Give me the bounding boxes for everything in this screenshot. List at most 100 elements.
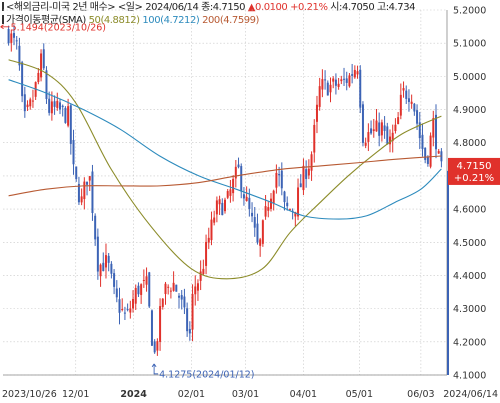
candle-body	[164, 283, 167, 295]
candle-body	[69, 105, 72, 144]
candle-body	[172, 282, 175, 291]
candle-body	[178, 295, 181, 298]
candle-body	[7, 29, 10, 44]
candle-body	[215, 200, 218, 215]
candle-body	[86, 181, 89, 185]
candle-body	[31, 100, 34, 102]
candle-body	[150, 310, 153, 346]
candle-body	[80, 196, 83, 203]
y-tick-label: 4.2000	[453, 337, 486, 348]
candle-body	[232, 178, 235, 194]
candle-body	[110, 263, 113, 274]
candle-body	[99, 264, 102, 277]
candle-body	[129, 308, 132, 313]
candle-body	[183, 296, 186, 308]
x-tick-label: 02/01	[178, 389, 205, 400]
x-tick-label: 03/01	[232, 389, 259, 400]
candle-body	[145, 276, 148, 285]
candle-body	[407, 98, 410, 102]
candle-body	[202, 268, 205, 275]
ma50-period: 50	[88, 15, 101, 26]
candle-body	[429, 135, 432, 167]
candle-body	[426, 156, 429, 164]
high-label: 고:	[376, 2, 389, 13]
candle-body	[156, 341, 159, 351]
y-tick-label: 4.5000	[453, 238, 486, 249]
candle-body	[224, 199, 226, 212]
candle-body	[288, 209, 291, 211]
candle-body	[299, 183, 302, 188]
candle-body	[310, 154, 313, 171]
candle-body	[394, 124, 397, 132]
candle-body	[167, 286, 170, 288]
candle-body	[26, 104, 29, 108]
instrument-title: <해외금리-미국 2년 매수> <일>	[6, 2, 143, 13]
price-tag-price: 4.7150	[457, 161, 492, 172]
candle-body	[256, 223, 259, 243]
x-tick-label: 2024/06/14	[443, 389, 498, 400]
y-tick-label: 5.0000	[453, 72, 486, 83]
candle-body	[280, 170, 283, 189]
candle-body	[248, 197, 251, 209]
x-tick-label: 04/01	[290, 389, 317, 400]
candle-body	[383, 125, 386, 131]
ma100-value: (4.7212)	[160, 15, 200, 26]
ma100-period: 100	[142, 15, 161, 26]
candle-body	[153, 341, 156, 353]
ma-line-100	[8, 79, 442, 220]
ma-legend: 가격이동평균(SMA) 50(4.8812) 100(4.7212) 200(4…	[2, 15, 259, 27]
candle-body	[205, 241, 208, 266]
candle-body	[259, 239, 262, 246]
candle-body	[58, 102, 61, 110]
candle-body	[21, 62, 24, 97]
candle-body	[315, 104, 318, 122]
legend-bar-icon	[2, 15, 4, 24]
candle-body	[115, 288, 118, 298]
candle-body	[15, 40, 18, 42]
candle-body	[229, 189, 232, 196]
candle-body	[378, 122, 381, 136]
candle-body	[332, 78, 335, 82]
chart-header: <해외금리-미국 2년 매수> <일> 2024/06/14 종:4.7150 …	[2, 2, 415, 14]
candle-body	[48, 98, 51, 113]
change-arrow-icon: ▲	[247, 2, 256, 13]
candle-body	[386, 126, 389, 145]
candle-body	[18, 45, 21, 66]
ma200-period: 200	[202, 15, 220, 26]
header-date: 2024/06/14	[145, 2, 199, 13]
candle-body	[361, 104, 364, 143]
candle-body	[140, 284, 143, 295]
candle-body	[372, 129, 375, 132]
header-bar-icon	[2, 2, 4, 11]
candles	[7, 25, 443, 356]
candle-body	[213, 217, 216, 223]
ma-legend-title: 가격이동평균(SMA)	[6, 15, 86, 26]
candle-body	[389, 136, 392, 145]
candle-body	[126, 309, 129, 311]
candle-body	[432, 118, 435, 138]
candle-body	[359, 69, 362, 108]
candle-body	[418, 122, 421, 139]
candle-body	[83, 181, 86, 200]
ma-line-200	[8, 155, 442, 197]
candle-body	[375, 120, 378, 132]
candle-body	[434, 114, 437, 150]
candle-body	[88, 176, 91, 181]
candle-body	[405, 90, 408, 99]
candle-body	[218, 199, 221, 205]
candle-body	[188, 328, 191, 334]
candle-body	[391, 132, 394, 142]
candle-body	[196, 283, 199, 291]
candle-body	[134, 287, 137, 304]
candle-body	[272, 190, 275, 204]
candle-body	[56, 100, 59, 108]
candle-body	[264, 206, 267, 217]
candle-body	[278, 174, 281, 176]
change-pct: +0.21%	[290, 2, 328, 13]
candle-body	[340, 79, 343, 82]
price-tag-change: +0.21%	[454, 173, 494, 184]
candle-body	[397, 117, 400, 125]
ma-line-50	[8, 59, 442, 280]
open-label: 시:	[330, 2, 342, 13]
